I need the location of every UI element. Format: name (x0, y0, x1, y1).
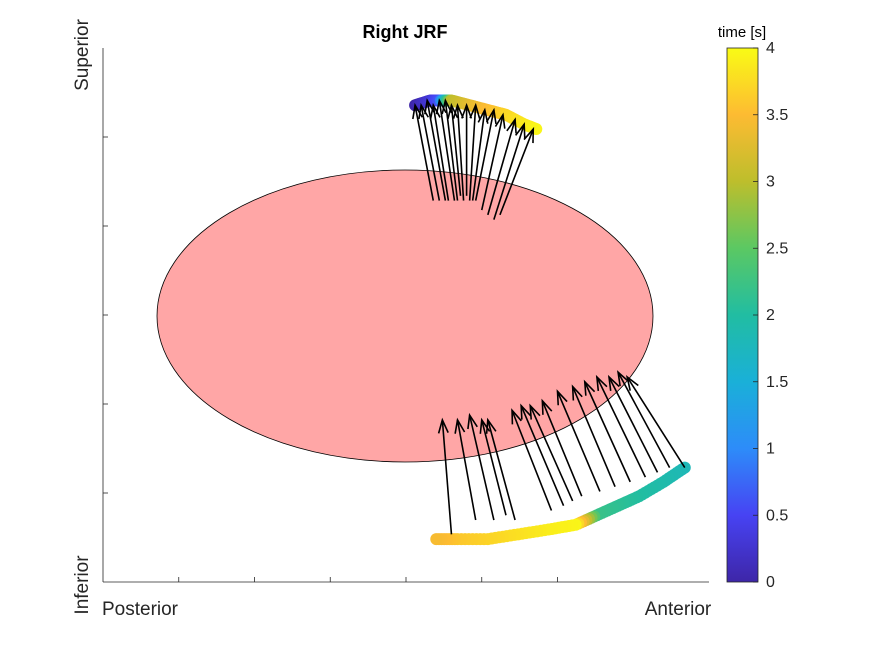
force-arrow (529, 403, 574, 502)
force-arrow (583, 379, 631, 483)
force-arrow (474, 107, 497, 201)
colorbar-tick-label: 0 (766, 574, 775, 591)
force-arrow (595, 374, 647, 478)
force-arrow (429, 102, 450, 201)
x-axis-end-label: Anterior (645, 599, 712, 620)
colorbar-tick-label: 2 (766, 307, 775, 324)
force-arrow (452, 102, 465, 201)
colorbar-tick-label: 2.5 (766, 240, 788, 257)
colorbar-tick-label: 0.5 (766, 507, 788, 524)
y-axis-end-label: Superior (72, 18, 93, 90)
force-arrow (441, 98, 459, 201)
force-arrow (571, 384, 616, 487)
force-arrow (511, 408, 553, 511)
colorbar-tick-label: 3.5 (766, 107, 788, 124)
force-arrow (556, 389, 601, 492)
axes (102, 48, 709, 583)
joint-ellipse (156, 169, 654, 463)
x-ticks (178, 577, 558, 582)
x-axis-start-label: Posterior (102, 599, 179, 620)
force-arrow (418, 102, 441, 201)
points-layer (409, 94, 691, 546)
force-arrow (520, 403, 565, 507)
y-ticks (103, 136, 108, 494)
force-arrow (467, 412, 495, 521)
force-arrow (487, 117, 517, 216)
force-arrow (471, 107, 489, 201)
colorbar-ticks: 0 0.5 1 1.5 2 2.5 3 3.5 4 (753, 40, 788, 591)
force-arrow (616, 370, 671, 468)
force-arrow (454, 417, 477, 521)
arrows-layer (412, 98, 686, 535)
colorbar-tick-label: 3 (766, 174, 775, 191)
force-arrow (493, 122, 526, 220)
trajectory-point (430, 533, 443, 546)
force-arrow (461, 102, 473, 196)
force-arrow (625, 375, 686, 469)
colorbar-gradient (726, 47, 759, 583)
force-arrow (541, 398, 583, 497)
force-arrow (499, 126, 535, 216)
force-arrow (480, 112, 506, 211)
colorbar-tick-label: 1.5 (766, 374, 788, 391)
colorbar-label: time [s] (718, 24, 766, 41)
colorbar-tick-label: 1 (766, 441, 775, 458)
force-arrow (485, 417, 516, 521)
colorbar: 0 0.5 1 1.5 2 2.5 3 3.5 4 time [s] (718, 24, 789, 591)
force-arrow (468, 102, 481, 201)
colorbar-tick-label: 4 (766, 40, 775, 57)
y-axis-start-label: Inferior (72, 555, 93, 615)
force-arrow (437, 417, 453, 535)
force-arrow (607, 374, 659, 473)
chart-title: Right JRF (363, 22, 448, 42)
plot-area (156, 94, 691, 546)
